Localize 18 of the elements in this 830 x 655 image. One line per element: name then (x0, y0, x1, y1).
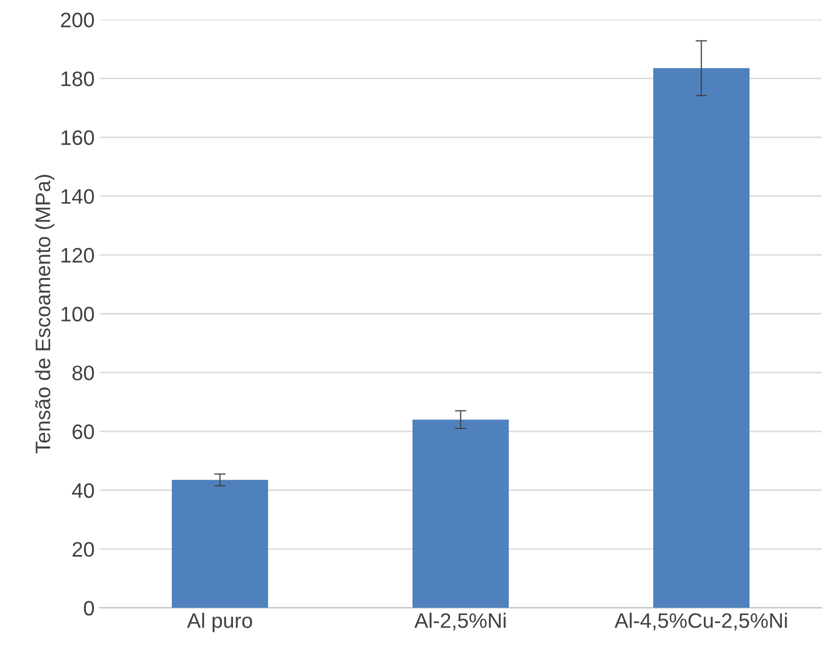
y-tick-label: 80 (72, 366, 94, 380)
bar (653, 68, 750, 608)
y-tick-label: 120 (62, 248, 94, 263)
y-tick-label: 60 (72, 424, 94, 440)
x-tick-label: Al-2,5%Ni (414, 612, 506, 630)
x-tick-label: Al puro (186, 612, 252, 632)
y-tick-label: 200 (61, 12, 94, 28)
y-tick-label: 180 (62, 71, 94, 86)
y-tick-label: 0 (84, 600, 94, 616)
bar (412, 420, 509, 608)
y-tick-label: 160 (62, 130, 94, 146)
y-tick-label: 20 (72, 542, 94, 557)
x-tick-label: Al-4,5%Cu-2,5%Ni (614, 612, 787, 630)
y-tick-label: 100 (62, 306, 94, 322)
y-tick-label: 40 (72, 483, 94, 498)
y-tick-label: 140 (62, 189, 94, 204)
y-axis-title: Tensão de Escoamento (MPa) (35, 174, 54, 454)
bar (172, 480, 268, 608)
